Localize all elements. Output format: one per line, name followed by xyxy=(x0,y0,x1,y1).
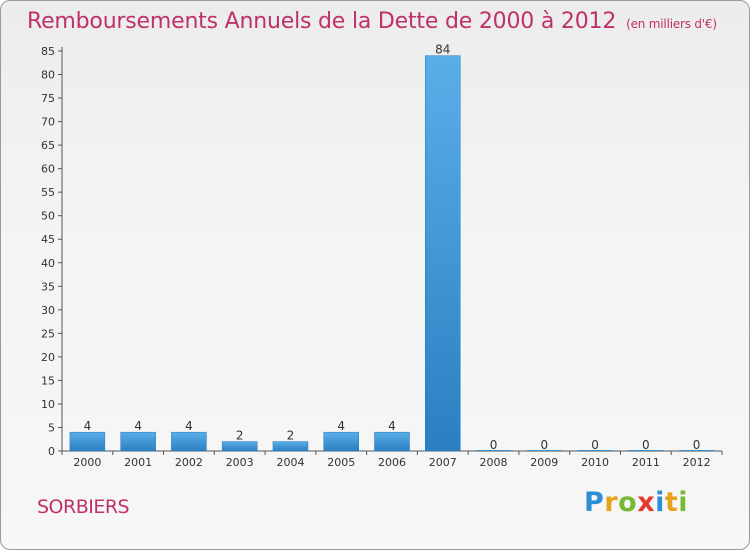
y-tick-label: 55 xyxy=(41,186,55,199)
bar-2004 xyxy=(272,441,309,452)
chart-subtitle: (en milliers d'€) xyxy=(626,17,717,31)
logo-letter: t xyxy=(664,487,679,518)
logo-letter: r xyxy=(604,487,619,518)
y-tick-label: 70 xyxy=(41,116,55,129)
y-tick-label: 60 xyxy=(41,163,55,176)
data-label-2005: 4 xyxy=(337,419,345,433)
x-tick-label-2001: 2001 xyxy=(124,456,152,469)
data-label-2001: 4 xyxy=(134,419,142,433)
logo-letter: i xyxy=(678,487,689,518)
y-tick-label: 15 xyxy=(41,374,55,387)
data-label-2008: 0 xyxy=(490,438,498,452)
y-tick-label: 50 xyxy=(41,210,55,223)
chart-bars xyxy=(69,55,715,452)
chart-labels: 4 2000 4 2001 4 2002 2 2003 2 2004 4 2005 4 2006 84 200… xyxy=(73,43,710,469)
data-label-2006: 4 xyxy=(388,419,396,433)
x-tick-label-2002: 2002 xyxy=(175,456,203,469)
bar-2005 xyxy=(323,431,359,452)
x-tick-label-2000: 2000 xyxy=(73,456,101,469)
data-label-2011: 0 xyxy=(642,438,650,452)
x-tick-label-2006: 2006 xyxy=(378,456,406,469)
logo-letter: o xyxy=(618,487,638,518)
x-tick-label-2012: 2012 xyxy=(683,456,711,469)
y-tick-label: 5 xyxy=(48,421,55,434)
commune-name: SORBIERS xyxy=(37,496,130,518)
y-tick-label: 35 xyxy=(41,280,55,293)
bar-2006 xyxy=(374,431,410,452)
x-tick-label-2009: 2009 xyxy=(530,456,558,469)
y-tick-label: 80 xyxy=(41,69,55,82)
data-label-2009: 0 xyxy=(540,438,548,452)
x-tick-label-2003: 2003 xyxy=(226,456,254,469)
x-tick-label-2011: 2011 xyxy=(632,456,660,469)
y-tick-label: 40 xyxy=(41,257,55,270)
bar-2000 xyxy=(69,431,106,452)
data-label-2010: 0 xyxy=(591,438,599,452)
x-tick-label-2005: 2005 xyxy=(327,456,355,469)
data-label-2000: 4 xyxy=(84,419,92,433)
data-label-2002: 4 xyxy=(185,419,193,433)
data-label-2007: 84 xyxy=(435,43,450,57)
bar-2002 xyxy=(171,431,207,452)
y-tick-label: 0 xyxy=(48,445,55,458)
chart-title-text: Remboursements Annuels de la Dette de 20… xyxy=(27,9,617,34)
data-label-2004: 2 xyxy=(287,429,295,443)
y-tick-label: 10 xyxy=(41,398,55,411)
logo-letter: i xyxy=(655,487,665,518)
y-tick-label: 30 xyxy=(41,304,55,317)
y-tick-label: 85 xyxy=(41,45,55,58)
bar-2001 xyxy=(120,431,156,452)
x-tick-label-2010: 2010 xyxy=(581,456,609,469)
y-tick-label: 45 xyxy=(41,233,55,246)
bar-2007 xyxy=(425,55,461,452)
y-tick-label: 75 xyxy=(41,92,55,105)
data-label-2003: 2 xyxy=(236,429,244,443)
chart-title: Remboursements Annuels de la Dette de 20… xyxy=(27,9,717,34)
y-tick-label: 20 xyxy=(41,351,55,364)
x-tick-label-2004: 2004 xyxy=(276,456,304,469)
y-tick-label: 25 xyxy=(41,327,55,340)
logo-letter: x xyxy=(637,487,656,518)
y-tick-label: 65 xyxy=(41,139,55,152)
x-tick-label-2007: 2007 xyxy=(429,456,457,469)
logo-letter: P xyxy=(584,487,605,518)
proxiti-logo[interactable]: Proxiti xyxy=(584,487,688,518)
data-label-2012: 0 xyxy=(693,438,701,452)
x-tick-label-2008: 2008 xyxy=(480,456,508,469)
bar-2003 xyxy=(221,441,258,452)
